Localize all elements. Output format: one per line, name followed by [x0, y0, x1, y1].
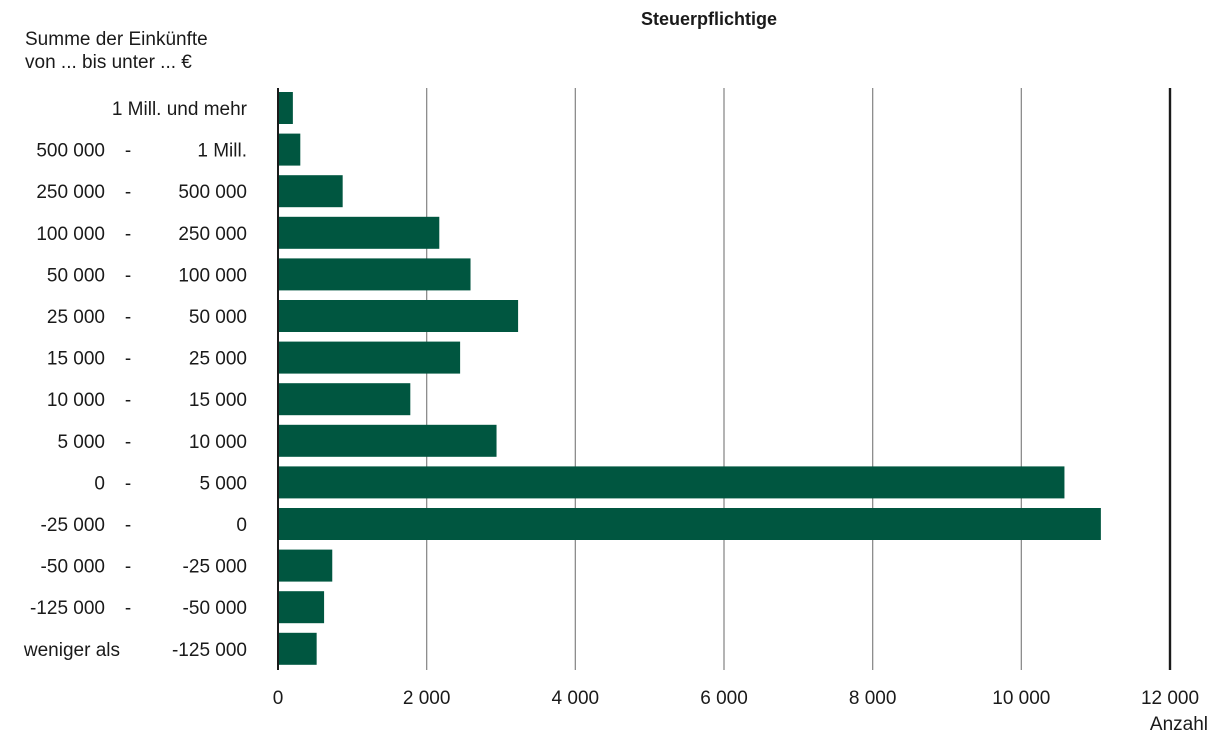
category-label-separator: - [125, 598, 131, 619]
bar [279, 508, 1101, 540]
category-label-from: 50 000 [47, 265, 105, 286]
category-label-from: weniger als [23, 640, 120, 661]
category-label-to: 25 000 [189, 349, 247, 370]
category-label-from: 500 000 [36, 141, 105, 162]
category-label-separator: - [125, 349, 131, 370]
bars [279, 92, 1101, 665]
category-label-from: -25 000 [41, 515, 105, 536]
x-tick-label: 8 000 [849, 688, 897, 709]
category-label-to: 5 000 [199, 473, 247, 494]
category-label-from: 250 000 [36, 182, 105, 203]
category-label-from: 100 000 [36, 224, 105, 245]
category-label-from: -125 000 [30, 598, 105, 619]
x-tick-label: 10 000 [992, 688, 1050, 709]
category-label-to: 500 000 [178, 182, 247, 203]
bar [279, 424, 497, 457]
x-tick-label: 0 [273, 688, 284, 709]
category-label-separator: - [125, 265, 131, 286]
bar [279, 549, 333, 582]
bar [279, 133, 301, 166]
category-label-separator: - [125, 182, 131, 203]
category-label-from: 10 000 [47, 390, 105, 411]
bar [279, 632, 317, 665]
bar [279, 383, 411, 416]
bar [279, 258, 471, 291]
category-label-to: 50 000 [189, 307, 247, 328]
x-tick-labels: 0 2 000 4 000 6 000 8 000 10 000 12 000 [273, 688, 1199, 709]
category-label-to: -125 000 [172, 640, 247, 661]
category-label-from: 0 [94, 473, 105, 494]
category-label-to: 10 000 [189, 432, 247, 453]
chart-title: Steuerpflichtige [641, 9, 777, 29]
category-label-to: -50 000 [183, 598, 247, 619]
category-label-separator: - [125, 141, 131, 162]
category-label-to: 15 000 [189, 390, 247, 411]
category-label-from: 5 000 [57, 432, 105, 453]
category-label-separator: - [125, 390, 131, 411]
gridlines [277, 88, 1172, 670]
bar [279, 300, 519, 332]
category-label: 1 Mill. und mehr [112, 99, 248, 120]
x-axis-label: Anzahl [1150, 714, 1208, 735]
x-tick-label: 6 000 [700, 688, 748, 709]
bar [279, 175, 343, 208]
category-label-from: -50 000 [41, 557, 105, 578]
y-axis-label-line-1: Summe der Einkünfte [25, 29, 208, 50]
category-label-to: -25 000 [183, 557, 247, 578]
category-label-to: 100 000 [178, 265, 247, 286]
category-label-separator: - [125, 307, 131, 328]
bar [279, 341, 461, 374]
y-axis-label-line-2: von ... bis unter ... € [25, 52, 192, 73]
bar [279, 591, 325, 624]
category-label-separator: - [125, 557, 131, 578]
bar [279, 92, 293, 124]
category-label-separator: - [125, 515, 131, 536]
category-label-to: 1 Mill. [197, 141, 247, 162]
x-tick-label: 12 000 [1141, 688, 1199, 709]
category-label-separator: - [125, 473, 131, 494]
category-label-separator: - [125, 432, 131, 453]
category-label-to: 0 [236, 515, 247, 536]
bar [279, 216, 440, 249]
x-tick-label: 2 000 [403, 688, 451, 709]
category-label-from: 15 000 [47, 349, 105, 370]
category-label-from: 25 000 [47, 307, 105, 328]
bar [279, 466, 1065, 499]
category-label-separator: - [125, 224, 131, 245]
x-tick-label: 4 000 [552, 688, 600, 709]
category-label-to: 250 000 [178, 224, 247, 245]
